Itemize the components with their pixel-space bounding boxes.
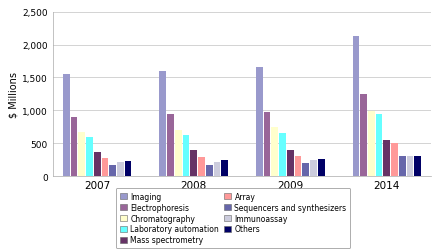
Bar [360, 94, 367, 176]
Bar [78, 133, 85, 176]
Bar [102, 159, 108, 176]
Bar [71, 117, 77, 176]
Bar [117, 163, 124, 176]
Bar [125, 161, 132, 176]
Bar [414, 156, 421, 176]
Bar [183, 136, 189, 176]
Bar [407, 156, 413, 176]
Bar [191, 151, 197, 176]
Bar [159, 72, 166, 176]
Bar [383, 140, 390, 176]
Legend: Imaging, Electrophoresis, Chromatography, Laboratory automation, Mass spectromet: Imaging, Electrophoresis, Chromatography… [116, 188, 350, 248]
Bar [287, 150, 293, 176]
Bar [221, 160, 228, 176]
Bar [310, 161, 317, 176]
Bar [167, 115, 174, 176]
Bar [376, 114, 382, 176]
Bar [391, 144, 398, 176]
Bar [109, 165, 116, 176]
Bar [86, 138, 93, 176]
Bar [271, 128, 278, 176]
Bar [318, 159, 325, 176]
Bar [206, 165, 213, 176]
Bar [302, 163, 309, 176]
Bar [368, 112, 375, 176]
Bar [94, 152, 101, 176]
Bar [256, 68, 263, 176]
Bar [264, 112, 271, 176]
Bar [399, 156, 406, 176]
Y-axis label: $ Millions: $ Millions [8, 72, 18, 117]
Bar [175, 131, 182, 176]
Bar [213, 162, 220, 176]
Bar [352, 37, 359, 176]
Bar [279, 134, 286, 176]
Bar [63, 75, 70, 176]
Bar [295, 156, 301, 176]
Bar [198, 158, 205, 176]
